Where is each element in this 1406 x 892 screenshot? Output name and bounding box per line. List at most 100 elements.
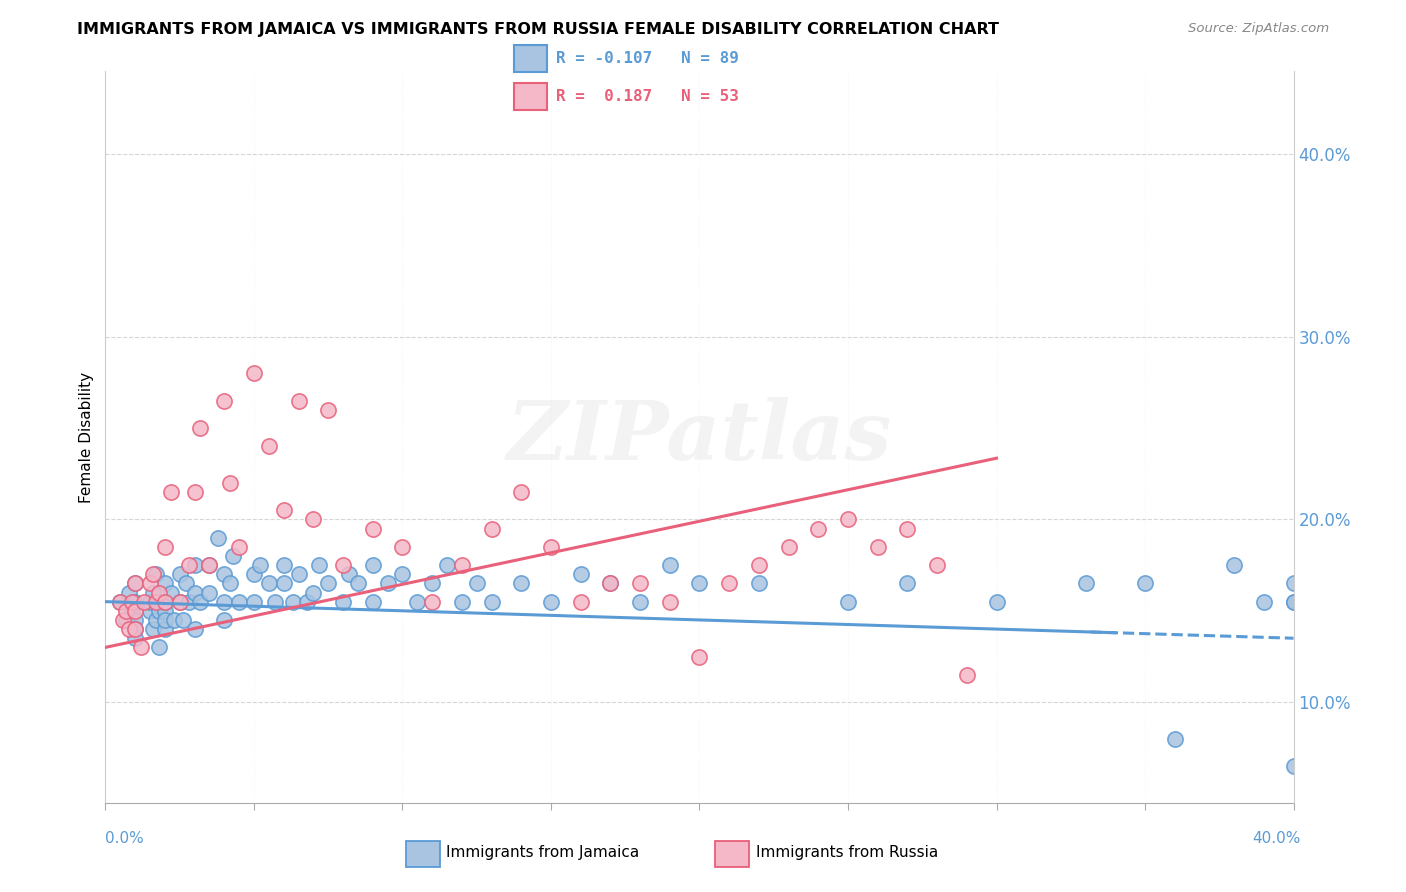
Point [257,439,280,453]
Point [153,622,176,636]
Point [896,521,918,535]
Point [1282,759,1305,773]
Point [510,485,533,500]
Point [207,531,229,545]
Point [124,632,146,646]
Text: Immigrants from Jamaica: Immigrants from Jamaica [446,846,640,860]
Point [124,576,146,591]
Point [628,576,651,591]
Point [124,622,146,636]
Point [406,594,429,608]
Point [172,613,194,627]
Point [316,576,339,591]
Point [153,594,176,608]
Point [281,594,304,608]
Point [481,521,503,535]
Point [243,366,266,380]
Point [169,567,191,582]
Point [658,594,681,608]
Point [1074,576,1097,591]
Point [148,604,170,618]
Point [124,604,146,618]
Point [124,613,146,627]
Point [153,594,176,608]
Point [177,594,200,608]
Point [391,540,413,554]
Point [956,667,979,681]
Point [599,576,621,591]
Point [569,567,592,582]
Point [257,576,280,591]
Point [219,576,242,591]
Point [142,567,165,582]
Point [391,567,413,582]
Point [183,622,205,636]
Point [214,613,236,627]
Point [219,475,242,490]
Point [1282,594,1305,608]
Point [510,576,533,591]
Point [273,503,295,517]
Point [465,576,488,591]
Point [718,576,741,591]
Point [599,576,621,591]
Point [153,604,176,618]
Point [139,576,162,591]
Point [198,558,221,573]
Text: 40.0%: 40.0% [1253,831,1301,846]
Point [148,585,170,599]
Point [142,585,165,599]
Point [332,558,354,573]
FancyBboxPatch shape [716,840,749,867]
Point [249,558,271,573]
Text: Immigrants from Russia: Immigrants from Russia [755,846,938,860]
Point [139,594,162,608]
Point [198,585,221,599]
Point [190,594,212,608]
Point [228,594,250,608]
Point [139,604,162,618]
Point [243,567,266,582]
Point [214,567,236,582]
Point [183,485,205,500]
Point [222,549,245,563]
Point [1223,558,1246,573]
Point [159,485,181,500]
Text: IMMIGRANTS FROM JAMAICA VS IMMIGRANTS FROM RUSSIA FEMALE DISABILITY CORRELATION : IMMIGRANTS FROM JAMAICA VS IMMIGRANTS FR… [77,22,1000,37]
Point [1133,576,1156,591]
Point [450,558,472,573]
Point [569,594,592,608]
Point [110,594,132,608]
Point [1253,594,1275,608]
Point [142,622,165,636]
Y-axis label: Female Disability: Female Disability [79,371,94,503]
Point [1282,594,1305,608]
Point [837,594,859,608]
Point [986,594,1008,608]
Point [115,613,138,627]
Point [163,613,186,627]
Point [263,594,285,608]
Point [145,567,167,582]
Point [150,594,173,608]
Point [748,558,770,573]
FancyBboxPatch shape [515,45,547,72]
Point [481,594,503,608]
Point [214,594,236,608]
Point [121,594,143,608]
Point [243,594,266,608]
Point [658,558,681,573]
Point [896,576,918,591]
Point [540,594,562,608]
Point [316,402,339,417]
Point [153,576,176,591]
Point [112,613,135,627]
Point [273,576,295,591]
Point [337,567,360,582]
Point [420,594,443,608]
Point [287,393,309,408]
Point [132,594,155,608]
Point [177,558,200,573]
Point [450,594,472,608]
Point [153,540,176,554]
